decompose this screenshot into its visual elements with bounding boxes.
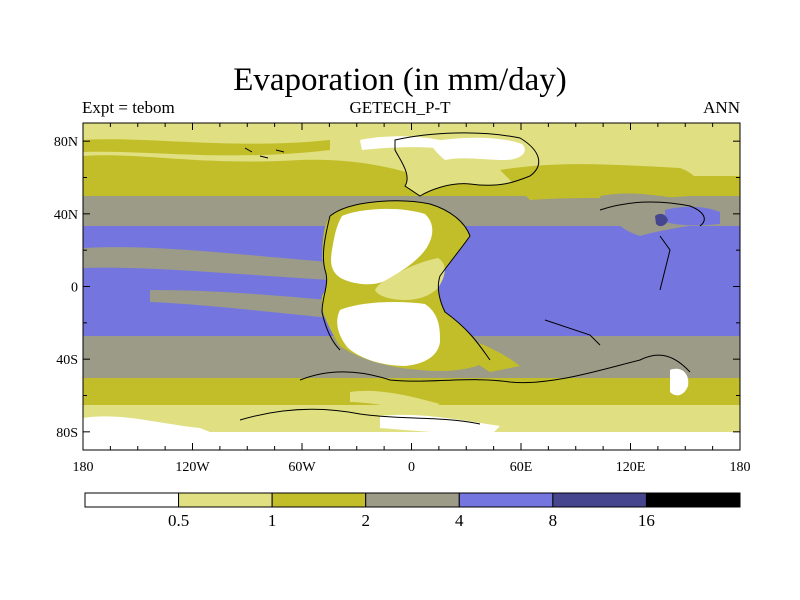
y-tick-label: 80N: [54, 135, 78, 150]
colorbar-swatch: [271, 492, 367, 508]
map-title: Evaporation (in mm/day): [233, 62, 567, 98]
coast-south: [299, 354, 691, 384]
colorbar-swatch: [365, 492, 460, 508]
pacific-gray-tongue: [83, 247, 330, 280]
coast-east-island: [599, 201, 705, 227]
north-olive-patch: [83, 155, 420, 182]
x-tick-label: 120E: [616, 460, 646, 475]
coast-east-chain: [659, 235, 671, 291]
coastlines: [239, 132, 705, 425]
colorbar-swatch: [84, 492, 180, 508]
coast-island-arc: [544, 319, 601, 346]
colorbar-label: 8: [549, 511, 558, 530]
colorbar-label: 1: [268, 511, 277, 530]
colorbar-label: 2: [361, 511, 370, 530]
coast-north-islands: [244, 147, 285, 159]
x-tick-label: 60E: [510, 460, 533, 475]
y-tick-label: 40N: [54, 208, 78, 223]
y-tick-label: 80S: [56, 426, 78, 441]
north-streak: [83, 139, 330, 156]
band-south-pole: [83, 432, 740, 450]
northern-continent-white: [430, 137, 525, 160]
colorbar: 0.5 1 2 4 8 16: [84, 492, 741, 530]
x-tick-label: 180: [73, 460, 94, 475]
x-tick-label: 60W: [288, 460, 316, 475]
colorbar-swatch: [178, 492, 273, 508]
high-evap-patch: [655, 213, 668, 227]
south-white-patch: [83, 416, 220, 438]
south-olive-edge: [440, 330, 520, 372]
colorbar-swatch: [552, 492, 647, 508]
colorbar-label: 0.5: [168, 511, 189, 530]
east-white-edge: [670, 368, 689, 396]
season-label: ANN: [703, 98, 740, 117]
x-tick-label: 120W: [175, 460, 210, 475]
colorbar-swatch: [645, 492, 741, 508]
east-olive: [500, 164, 699, 200]
y-tick-label: 40S: [56, 353, 78, 368]
pangea-yellow-rim: [375, 258, 445, 300]
east-blue-inlet: [665, 206, 720, 226]
axis-ticks: 180 120W 60W 0 60E 120E 180 80N 40N 0 40S 80S: [54, 123, 751, 475]
map-field: [83, 123, 740, 450]
coast-pangea: [329, 200, 491, 361]
y-tick-label: 0: [71, 281, 78, 296]
colorbar-label: 16: [638, 511, 655, 530]
colorbar-label: 4: [455, 511, 464, 530]
coast-pangea-west: [321, 215, 341, 351]
experiment-label: Expt = tebom: [82, 98, 175, 117]
dataset-label: GETECH_P-T: [349, 98, 451, 117]
pangea-south-white: [337, 302, 440, 366]
north-white-streak: [360, 136, 440, 150]
coast-north-continent: [394, 132, 540, 197]
x-tick-label: 0: [408, 460, 415, 475]
colorbar-swatch: [458, 492, 554, 508]
coast-far-south: [239, 408, 481, 425]
x-tick-label: 180: [730, 460, 751, 475]
pangea-north-white: [331, 208, 433, 285]
south-yellow-patch: [350, 390, 440, 412]
south-white-patch-2: [380, 414, 500, 436]
pacific-gray-tongue-2: [150, 290, 330, 318]
